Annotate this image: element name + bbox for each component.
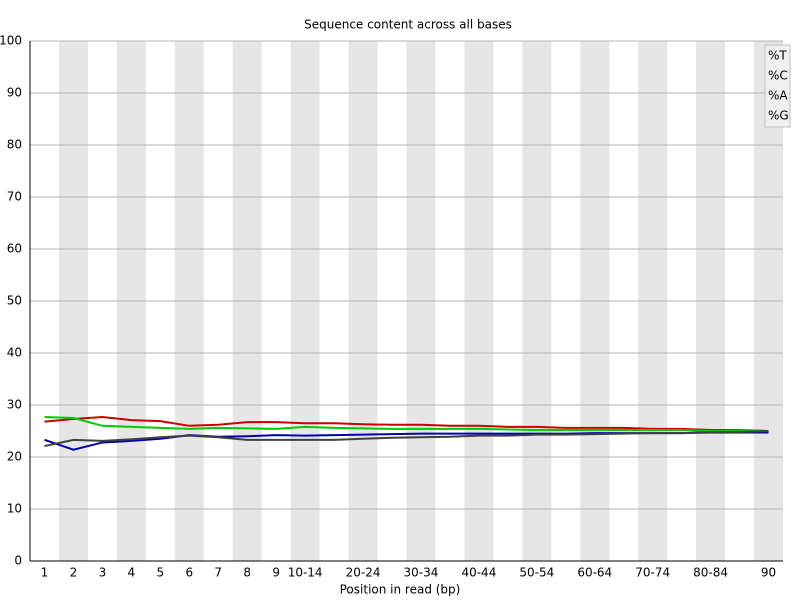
chart-title: Sequence content across all bases bbox=[304, 18, 512, 32]
y-tick-label: 60 bbox=[7, 242, 22, 256]
x-tick-label: 9 bbox=[272, 566, 280, 580]
x-tick-label: 2 bbox=[70, 566, 78, 580]
x-tick-label: 5 bbox=[157, 566, 165, 580]
y-tick-label: 30 bbox=[7, 398, 22, 412]
x-tick-label: 10-14 bbox=[288, 566, 323, 580]
y-tick-label: 100 bbox=[0, 34, 22, 48]
legend-box bbox=[764, 44, 791, 128]
series-line bbox=[44, 430, 769, 448]
y-tick-label: 90 bbox=[7, 86, 22, 100]
x-tick-label: 7 bbox=[214, 566, 222, 580]
y-tick-label: 0 bbox=[14, 554, 22, 568]
series-line bbox=[44, 415, 769, 432]
legend-label: %G bbox=[768, 109, 789, 123]
y-tick-label: 70 bbox=[7, 190, 22, 204]
x-tick-label: 30-34 bbox=[404, 566, 439, 580]
x-tick-label: 80-84 bbox=[693, 566, 728, 580]
x-tick-label: 40-44 bbox=[461, 566, 496, 580]
legend-label: %T bbox=[768, 49, 787, 63]
legend-label: %A bbox=[768, 89, 788, 103]
x-tick-label: 60-64 bbox=[577, 566, 612, 580]
x-tick-label: 8 bbox=[243, 566, 251, 580]
legend-label: %C bbox=[768, 69, 788, 83]
x-tick-label: 1 bbox=[41, 566, 49, 580]
x-tick-label: 50-54 bbox=[519, 566, 554, 580]
x-tick-label: 20-24 bbox=[346, 566, 381, 580]
x-tick-label: 90 bbox=[761, 566, 776, 580]
x-tick-label: 6 bbox=[185, 566, 193, 580]
y-tick-label: 50 bbox=[7, 294, 22, 308]
y-tick-label: 20 bbox=[7, 450, 22, 464]
x-tick-label: 3 bbox=[99, 566, 107, 580]
x-tick-label: 4 bbox=[128, 566, 136, 580]
y-tick-label: 40 bbox=[7, 346, 22, 360]
x-tick-label: 70-74 bbox=[635, 566, 670, 580]
x-axis-label: Position in read (bp) bbox=[340, 583, 461, 597]
y-tick-label: 80 bbox=[7, 138, 22, 152]
y-tick-label: 10 bbox=[7, 502, 22, 516]
series-line bbox=[44, 415, 769, 433]
